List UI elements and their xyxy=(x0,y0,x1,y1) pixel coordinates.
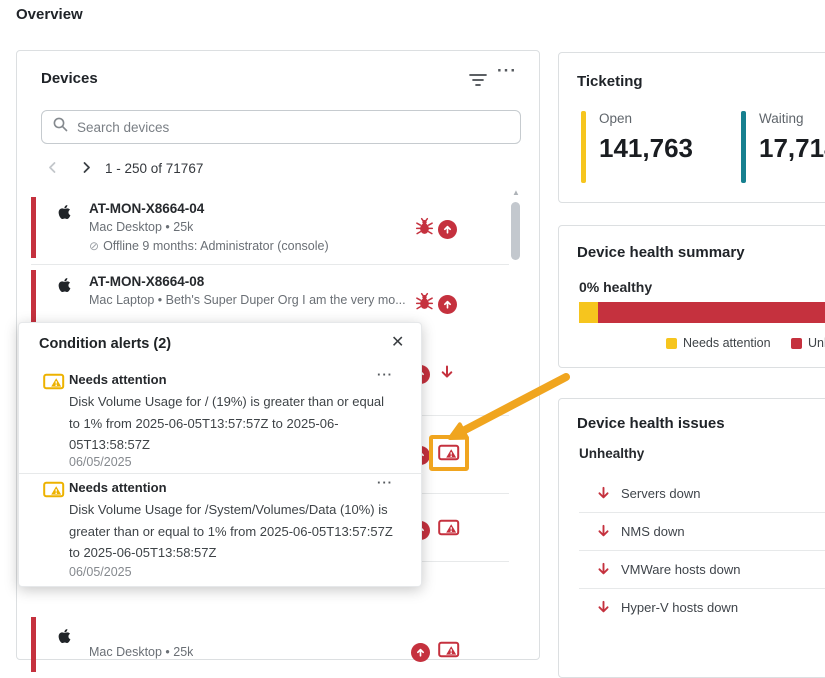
issue-label: NMS down xyxy=(621,524,685,539)
offline-icon: ⊘ xyxy=(89,239,100,253)
bug-icon[interactable] xyxy=(415,217,434,241)
legend-needs-attention: Needs attention xyxy=(666,336,771,350)
legend-unhealthy: Unhealthy xyxy=(791,336,825,350)
alert-menu-icon[interactable]: ··· xyxy=(377,475,393,490)
row-divider xyxy=(31,264,509,265)
scrollbar-thumb[interactable] xyxy=(511,202,520,260)
condition-alert-icon[interactable] xyxy=(438,519,460,542)
down-arrow-icon xyxy=(595,599,612,621)
device-health-issues-widget: Device health issues Unhealthy Servers d… xyxy=(558,398,825,678)
divider xyxy=(579,550,825,551)
severity-bar xyxy=(31,197,36,258)
issue-label: Servers down xyxy=(621,486,701,501)
stat-value: 141,763 xyxy=(599,133,693,163)
condition-alert-icon[interactable] xyxy=(438,444,460,467)
close-icon[interactable]: ✕ xyxy=(391,334,405,351)
stat-accent-bar xyxy=(581,111,586,183)
needs-attention-icon xyxy=(43,481,65,504)
alert-up-icon[interactable] xyxy=(438,294,457,314)
severity-bar xyxy=(31,270,36,331)
stat-value: 17,714 xyxy=(759,133,825,163)
ticketing-title: Ticketing xyxy=(577,73,643,90)
down-arrow-icon xyxy=(595,523,612,545)
health-summary-title: Device health summary xyxy=(577,244,745,261)
search-box[interactable] xyxy=(41,110,521,144)
condition-alert-item: Needs attention ··· Disk Volume Usage fo… xyxy=(19,475,423,585)
legend-label: Unhealthy xyxy=(808,336,825,350)
stat-label: Open xyxy=(599,111,633,126)
stat-label: Waiting xyxy=(759,111,804,126)
alert-date: 06/05/2025 xyxy=(69,565,132,579)
alert-menu-icon[interactable]: ··· xyxy=(377,367,393,382)
annotation-highlight-box xyxy=(429,435,469,471)
scrollbar-up-icon[interactable]: ▲ xyxy=(512,188,520,197)
device-meta: Mac Desktop • 25k xyxy=(89,220,194,234)
divider xyxy=(579,588,825,589)
devices-widget-title: Devices xyxy=(41,70,98,87)
alert-severity: Needs attention xyxy=(69,480,167,495)
device-row[interactable]: AT-MON-X8664-04 Mac Desktop • 25k ⊘ Offli… xyxy=(17,191,539,266)
stat-accent-bar xyxy=(741,111,746,183)
issue-label: VMWare hosts down xyxy=(621,562,741,577)
alert-date: 06/05/2025 xyxy=(69,455,132,469)
alert-up-icon[interactable] xyxy=(411,643,430,662)
issue-row-hyperv-hosts-down[interactable]: Hyper-V hosts down xyxy=(559,589,825,627)
issue-label: Hyper-V hosts down xyxy=(621,600,739,615)
down-arrow-icon xyxy=(595,561,612,583)
down-arrow-icon[interactable] xyxy=(438,363,456,386)
alert-up-icon[interactable] xyxy=(438,219,457,239)
page-title: Overview xyxy=(16,6,83,23)
needs-attention-icon xyxy=(43,373,65,396)
device-status: ⊘ Offline 9 months: Administrator (consol… xyxy=(89,239,329,253)
ticketing-widget: Ticketing Open 141,763 Waiting 17,714 xyxy=(558,52,825,203)
condition-alert-item: Needs attention ··· Disk Volume Usage fo… xyxy=(19,367,423,474)
search-icon xyxy=(52,116,69,138)
pagination-range: 1 - 250 of 71767 xyxy=(105,161,204,176)
legend-swatch xyxy=(666,337,677,349)
popup-title: Condition alerts (2) xyxy=(39,336,172,352)
pagination-next-icon[interactable] xyxy=(79,160,95,176)
devices-menu-icon[interactable]: ··· xyxy=(497,61,517,80)
condition-alert-icon[interactable] xyxy=(438,641,460,664)
alert-severity: Needs attention xyxy=(69,372,167,387)
legend-label: Needs attention xyxy=(683,336,771,350)
apple-icon xyxy=(58,277,71,298)
device-name[interactable]: AT-MON-X8664-04 xyxy=(89,201,205,216)
legend-swatch xyxy=(791,337,802,349)
device-health-summary-widget: Device health summary 0% healthy Needs a… xyxy=(558,225,825,368)
filter-icon[interactable] xyxy=(467,71,491,91)
needs-attention-segment[interactable] xyxy=(579,302,598,323)
search-input[interactable] xyxy=(77,119,510,135)
device-row[interactable]: AT-MON-X8664-08 Mac Laptop • Beth's Supe… xyxy=(17,264,539,339)
issue-row-nms-down[interactable]: NMS down xyxy=(559,513,825,551)
issue-row-vmware-hosts-down[interactable]: VMWare hosts down xyxy=(559,551,825,589)
divider xyxy=(579,512,825,513)
bug-icon[interactable] xyxy=(415,292,434,316)
device-meta: Mac Desktop • 25k xyxy=(89,645,194,659)
pagination-prev-icon[interactable] xyxy=(45,160,61,176)
alert-message: Disk Volume Usage for /System/Volumes/Da… xyxy=(69,502,393,560)
severity-bar xyxy=(31,617,36,672)
healthy-percentage: 0% healthy xyxy=(579,279,653,295)
health-issues-subtitle: Unhealthy xyxy=(579,446,645,461)
device-meta: Mac Laptop • Beth's Super Duper Org I am… xyxy=(89,293,406,307)
alert-message: Disk Volume Usage for / (19%) is greater… xyxy=(69,394,385,452)
health-issues-title: Device health issues xyxy=(577,415,725,432)
health-bar[interactable] xyxy=(579,302,825,323)
issue-row-servers-down[interactable]: Servers down xyxy=(559,475,825,513)
device-name[interactable]: AT-MON-X8664-08 xyxy=(89,274,205,289)
down-arrow-icon xyxy=(595,485,612,507)
apple-icon xyxy=(58,204,71,225)
condition-alerts-popup: Condition alerts (2) ✕ Needs attention ·… xyxy=(18,322,423,587)
apple-icon xyxy=(58,628,71,649)
unhealthy-segment[interactable] xyxy=(598,302,825,323)
